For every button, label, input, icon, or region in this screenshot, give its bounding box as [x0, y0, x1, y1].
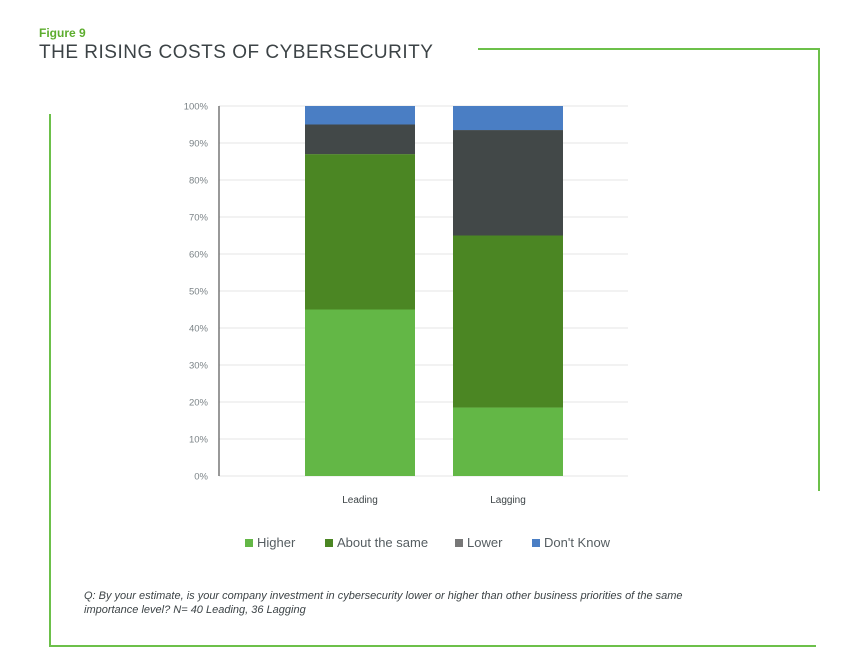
x-axis-ticks: Leading Lagging	[342, 495, 526, 506]
figure-title: THE RISING COSTS OF CYBERSECURITY	[39, 42, 434, 63]
y-tick-label: 80%	[189, 176, 209, 187]
y-axis-ticks: 0% 10% 20% 30% 40% 50% 60% 70% 80% 90% 100%	[184, 102, 209, 483]
bars	[305, 106, 563, 476]
bar-leading-higher	[305, 309, 415, 476]
legend-item-about-the-same: About the same	[325, 535, 428, 550]
y-tick-label: 90%	[189, 139, 209, 150]
bar-leading-about-the-same	[305, 154, 415, 310]
right-accent-line	[818, 48, 820, 491]
legend-item-higher: Higher	[245, 535, 295, 550]
legend-label-higher: Higher	[257, 535, 296, 550]
legend-item-lower: Lower	[455, 535, 502, 550]
y-tick-label: 20%	[189, 398, 209, 409]
legend-swatch-lower	[455, 538, 463, 547]
bar-lagging-lower	[453, 130, 563, 236]
survey-question-note: Q: By your estimate, is your company inv…	[84, 590, 683, 616]
bar-lagging-about-the-same	[453, 235, 563, 408]
bar-lagging-don-t-know	[453, 106, 563, 131]
y-tick-label: 100%	[184, 102, 209, 113]
legend-swatch-higher	[245, 538, 253, 547]
y-tick-label: 60%	[189, 250, 209, 261]
figure-label: Figure 9	[39, 26, 86, 40]
y-tick-label: 70%	[189, 213, 209, 224]
y-tick-label: 40%	[189, 324, 209, 335]
y-tick-label: 10%	[189, 435, 209, 446]
legend-swatch-dont-know	[532, 538, 540, 547]
x-tick-label: Lagging	[490, 495, 526, 506]
y-tick-label: 0%	[194, 472, 208, 483]
bottom-accent-line	[49, 645, 816, 647]
left-accent-line	[49, 114, 51, 647]
y-tick-label: 50%	[189, 287, 209, 298]
bar-leading-don-t-know	[305, 106, 415, 125]
y-tick-label: 30%	[189, 361, 209, 372]
legend-item-dont-know: Don't Know	[532, 535, 610, 550]
top-accent-line	[478, 48, 820, 50]
legend-label-lower: Lower	[467, 535, 503, 550]
bar-leading-lower	[305, 124, 415, 155]
legend-label-dont-know: Don't Know	[544, 535, 611, 550]
bar-lagging-higher	[453, 407, 563, 476]
stacked-bar-chart: 0% 10% 20% 30% 40% 50% 60% 70% 80% 90% 100% Leadin…	[184, 102, 628, 506]
x-tick-label: Leading	[342, 495, 378, 506]
gridlines	[219, 105, 628, 477]
legend-swatch-about-the-same	[325, 538, 333, 547]
legend-label-about-the-same: About the same	[337, 535, 429, 550]
